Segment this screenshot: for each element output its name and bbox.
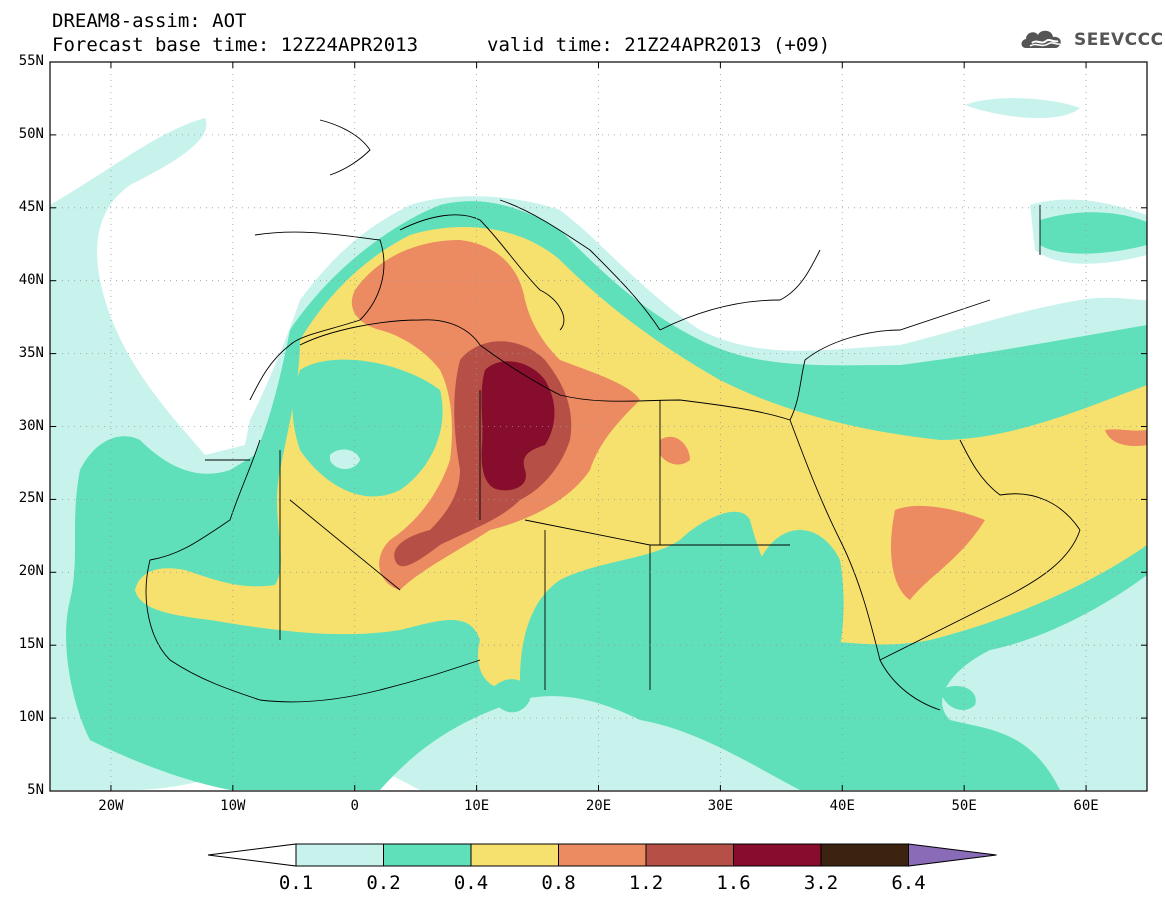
colorbar-swatch — [558, 843, 647, 867]
lon-label: 50E — [951, 798, 977, 814]
colorbar — [207, 843, 997, 867]
lon-label: 30E — [707, 798, 734, 814]
colorbar-swatch — [645, 843, 734, 867]
colorbar-label: 3.2 — [803, 872, 839, 894]
colorbar-swatch — [383, 843, 472, 867]
lat-label: 45N — [18, 198, 44, 215]
aot-band-1.6 — [481, 361, 555, 491]
lat-label: 50N — [18, 125, 44, 142]
colorbar-arrow-high — [908, 843, 997, 867]
lon-label: 20W — [98, 798, 124, 814]
logo-text: SEEVCCC — [1074, 30, 1164, 50]
lon-label: 20E — [585, 798, 612, 814]
colorbar-label: 6.4 — [891, 872, 926, 894]
valid-time-label: valid time: 21Z24APR2013 (+09) — [487, 34, 831, 56]
colorbar-label: 0.8 — [541, 872, 576, 894]
colorbar-label: 0.4 — [453, 872, 489, 894]
lon-label: 0 — [350, 798, 359, 814]
lat-label: 5N — [27, 782, 44, 798]
colorbar-swatch — [820, 843, 909, 867]
cloud-icon — [1021, 30, 1061, 48]
base-time-label: Forecast base time: 12Z24APR2013 — [52, 34, 419, 56]
colorbar-label: 0.1 — [278, 872, 314, 894]
coastlines — [145, 119, 1081, 711]
lat-label: 35N — [18, 344, 44, 361]
colorbar-arrow-low — [207, 843, 297, 867]
axis-ticks — [50, 61, 1147, 792]
colorbar-swatch — [295, 843, 384, 867]
lat-label: 55N — [18, 53, 44, 69]
lat-label: 25N — [18, 490, 44, 507]
colorbar-label: 1.2 — [628, 872, 664, 894]
colorbar-label: 0.2 — [366, 872, 401, 894]
lon-label: 10W — [220, 798, 246, 814]
aot-contours — [50, 98, 1147, 790]
lon-label: 10E — [463, 798, 490, 814]
colorbar-swatch — [733, 843, 822, 867]
seevccc-logo: SEEVCCC — [1018, 26, 1164, 54]
colorbar-label: 1.6 — [716, 872, 751, 894]
lat-label: 40N — [18, 271, 44, 288]
chart-title: DREAM8-assim: AOT — [52, 10, 247, 32]
colorbar-swatch — [470, 843, 559, 867]
lon-label: 40E — [829, 798, 855, 814]
lat-label: 30N — [18, 417, 44, 434]
lat-label: 15N — [18, 636, 44, 653]
lat-label: 10N — [18, 709, 44, 726]
lat-label: 20N — [18, 563, 44, 580]
lon-label: 60E — [1073, 798, 1099, 814]
